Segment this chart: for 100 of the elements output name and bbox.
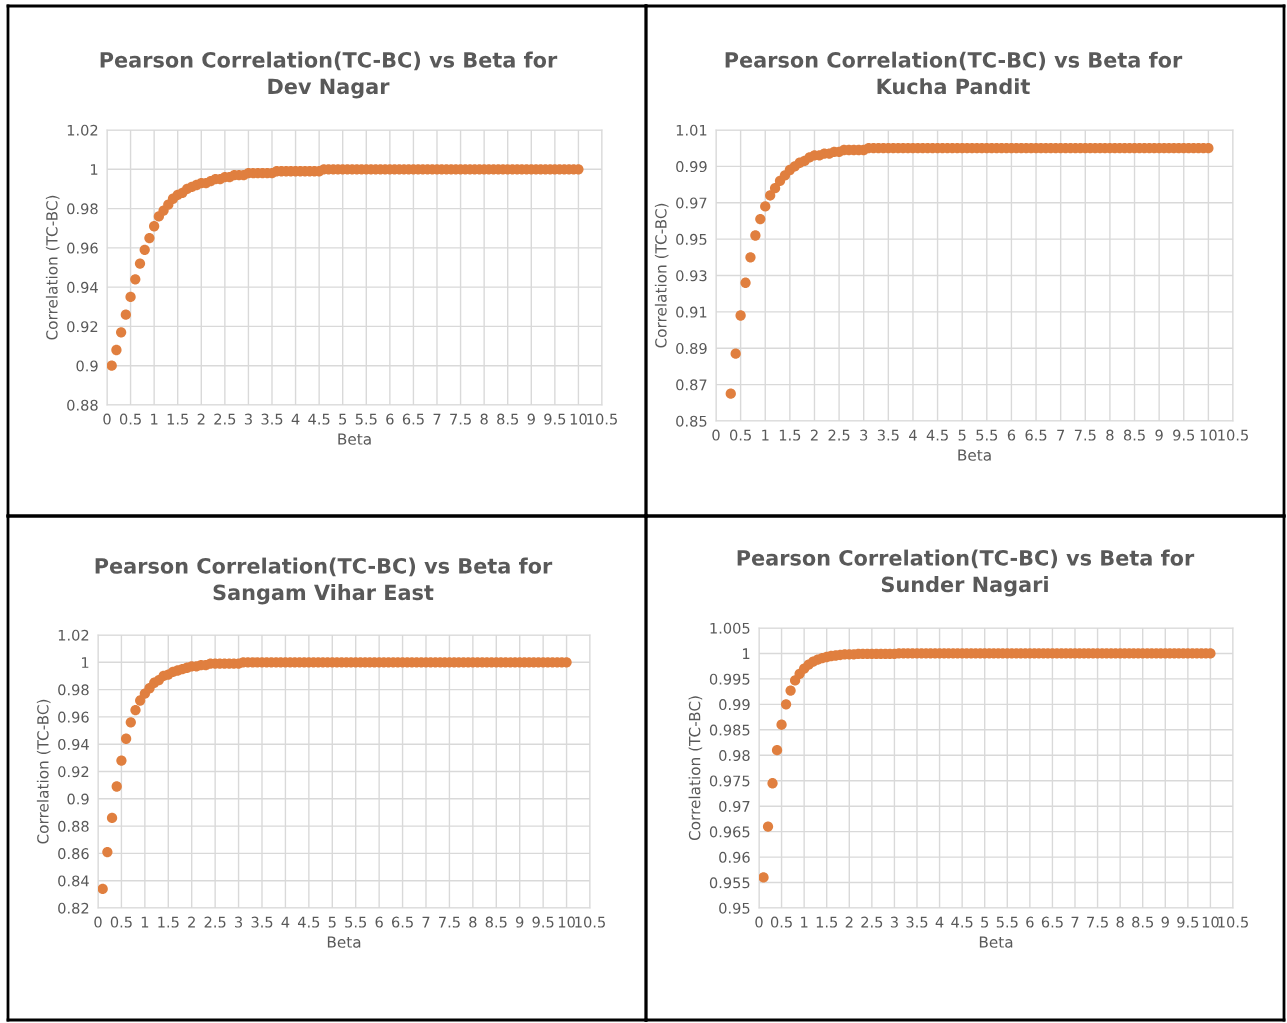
y-tick-label: 0.84 [58,875,89,887]
x-tick-label: 7 [433,413,441,425]
x-tick-label: 2.5 [861,916,883,928]
y-tick-label: 0.98 [719,749,750,762]
x-tick-label: 7 [1057,429,1065,441]
x-tick-label: 0 [103,413,111,425]
chart-title: Pearson Correlation(TC-BC) vs Beta for Sangam Vihar East [95,557,553,605]
y-tick-label: 0.87 [676,379,707,391]
x-tick-label: 0 [94,916,102,928]
y-axis-title: Correlation (TC-BC) [654,203,669,348]
x-tick-label: 6.5 [1025,429,1047,441]
x-tick-label: 1 [762,429,769,441]
y-tick-label: 0.98 [67,203,98,215]
x-tick-label: 7 [1071,916,1079,928]
y-tick-label: 0.97 [676,197,707,209]
x-tick-label: 4.5 [308,413,330,425]
y-tick-label: 0.99 [719,699,750,711]
y-tick-label: 0.995 [709,673,750,685]
x-tick-label: 0.5 [110,916,132,928]
x-tick-label: 0 [712,429,720,441]
x-tick-label: 3.5 [261,413,283,425]
x-tick-label: 1 [151,413,158,425]
y-tick-label: 0.98 [58,684,89,696]
x-tick-label: 2.5 [214,413,236,425]
x-tick-label: 9 [1161,916,1169,928]
x-tick-label: 10 [1202,916,1219,928]
x-tick-label: 3.5 [877,429,899,441]
x-tick-label: 10.5 [1218,429,1248,441]
x-tick-label: 0.5 [770,916,792,928]
x-axis-title: Beta [338,433,371,445]
x-tick-label: 1.5 [167,413,189,425]
y-tick-label: 0.99 [676,161,707,173]
y-tick-label: 1.005 [710,622,750,634]
x-tick-label: 8 [480,413,488,425]
x-tick-label: 2.5 [204,916,226,928]
x-tick-label: 6 [375,916,383,928]
x-tick-label: 10 [1200,429,1217,441]
y-tick-label: 0.88 [58,820,89,832]
x-tick-label: 7.5 [439,916,460,928]
x-tick-label: 6 [1007,429,1016,441]
x-tick-label: 9 [1155,429,1163,441]
x-tick-label: 5.5 [355,413,377,425]
y-tick-label: 1 [742,648,750,659]
x-tick-label: 4.5 [926,429,948,441]
y-tick-label: 0.94 [58,738,89,750]
x-tick-label: 2.5 [828,429,850,441]
x-tick-label: 8 [1116,916,1124,928]
x-tick-label: 10 [558,916,575,928]
y-tick-label: 0.96 [67,242,98,254]
x-tick-label: 6.5 [1041,916,1063,928]
x-tick-label: 4.5 [297,916,320,928]
x-tick-label: 9.5 [1173,429,1195,441]
x-tick-label: 6 [1026,916,1034,928]
x-tick-label: 5.5 [996,916,1018,928]
y-tick-label: 0.95 [676,233,707,245]
y-tick-label: 0.82 [58,902,89,914]
x-tick-label: 5 [981,916,989,928]
y-axis-title: Correlation (TC-BC) [45,195,60,340]
x-tick-label: 2 [197,413,205,425]
x-tick-label: 0.5 [119,413,141,425]
y-tick-label: 0.965 [709,826,750,838]
x-tick-label: 9.5 [532,916,554,928]
y-tick-label: 1.02 [67,124,98,136]
x-tick-label: 4 [909,429,917,441]
x-tick-label: 10 [570,413,587,425]
x-tick-label: 5.5 [345,916,367,928]
x-tick-label: 10.5 [1218,916,1248,928]
y-tick-label: 0.92 [58,766,89,778]
y-tick-label: 0.93 [676,270,707,282]
x-tick-label: 8 [1106,429,1114,441]
y-tick-label: 1.02 [58,629,89,641]
y-tick-label: 0.85 [676,415,707,427]
x-tick-label: 0 [755,916,763,928]
y-axis-title: Correlation (TC-BC) [688,696,703,841]
x-tick-label: 8.5 [1123,429,1145,441]
y-axis-title: Correlation (TC-BC) [36,699,51,844]
y-tick-label: 0.9 [76,360,98,372]
x-tick-label: 4 [935,916,944,928]
x-tick-label: 0.5 [729,429,751,441]
y-tick-label: 0.86 [58,848,89,860]
x-tick-label: 5 [328,916,336,928]
y-tick-label: 0.96 [719,851,750,863]
x-tick-label: 7.5 [450,413,471,425]
x-tick-label: 2 [188,916,195,928]
x-tick-label: 6 [386,413,394,425]
x-tick-label: 5 [339,413,347,425]
x-tick-label: 4.5 [951,916,973,928]
x-tick-label: 5 [958,429,966,441]
y-tick-label: 0.975 [709,775,750,787]
x-tick-label: 2 [810,429,818,441]
x-tick-label: 9 [527,413,535,425]
x-tick-label: 8.5 [497,413,519,425]
y-tick-label: 0.92 [67,321,98,333]
x-tick-label: 10.5 [575,916,605,928]
x-tick-label: 1 [801,916,808,928]
x-tick-label: 9 [515,916,524,928]
x-axis-title: Beta [327,936,361,948]
x-tick-label: 3.5 [251,916,273,928]
x-tick-label: 3.5 [906,916,928,928]
y-tick-label: 0.955 [709,877,750,889]
